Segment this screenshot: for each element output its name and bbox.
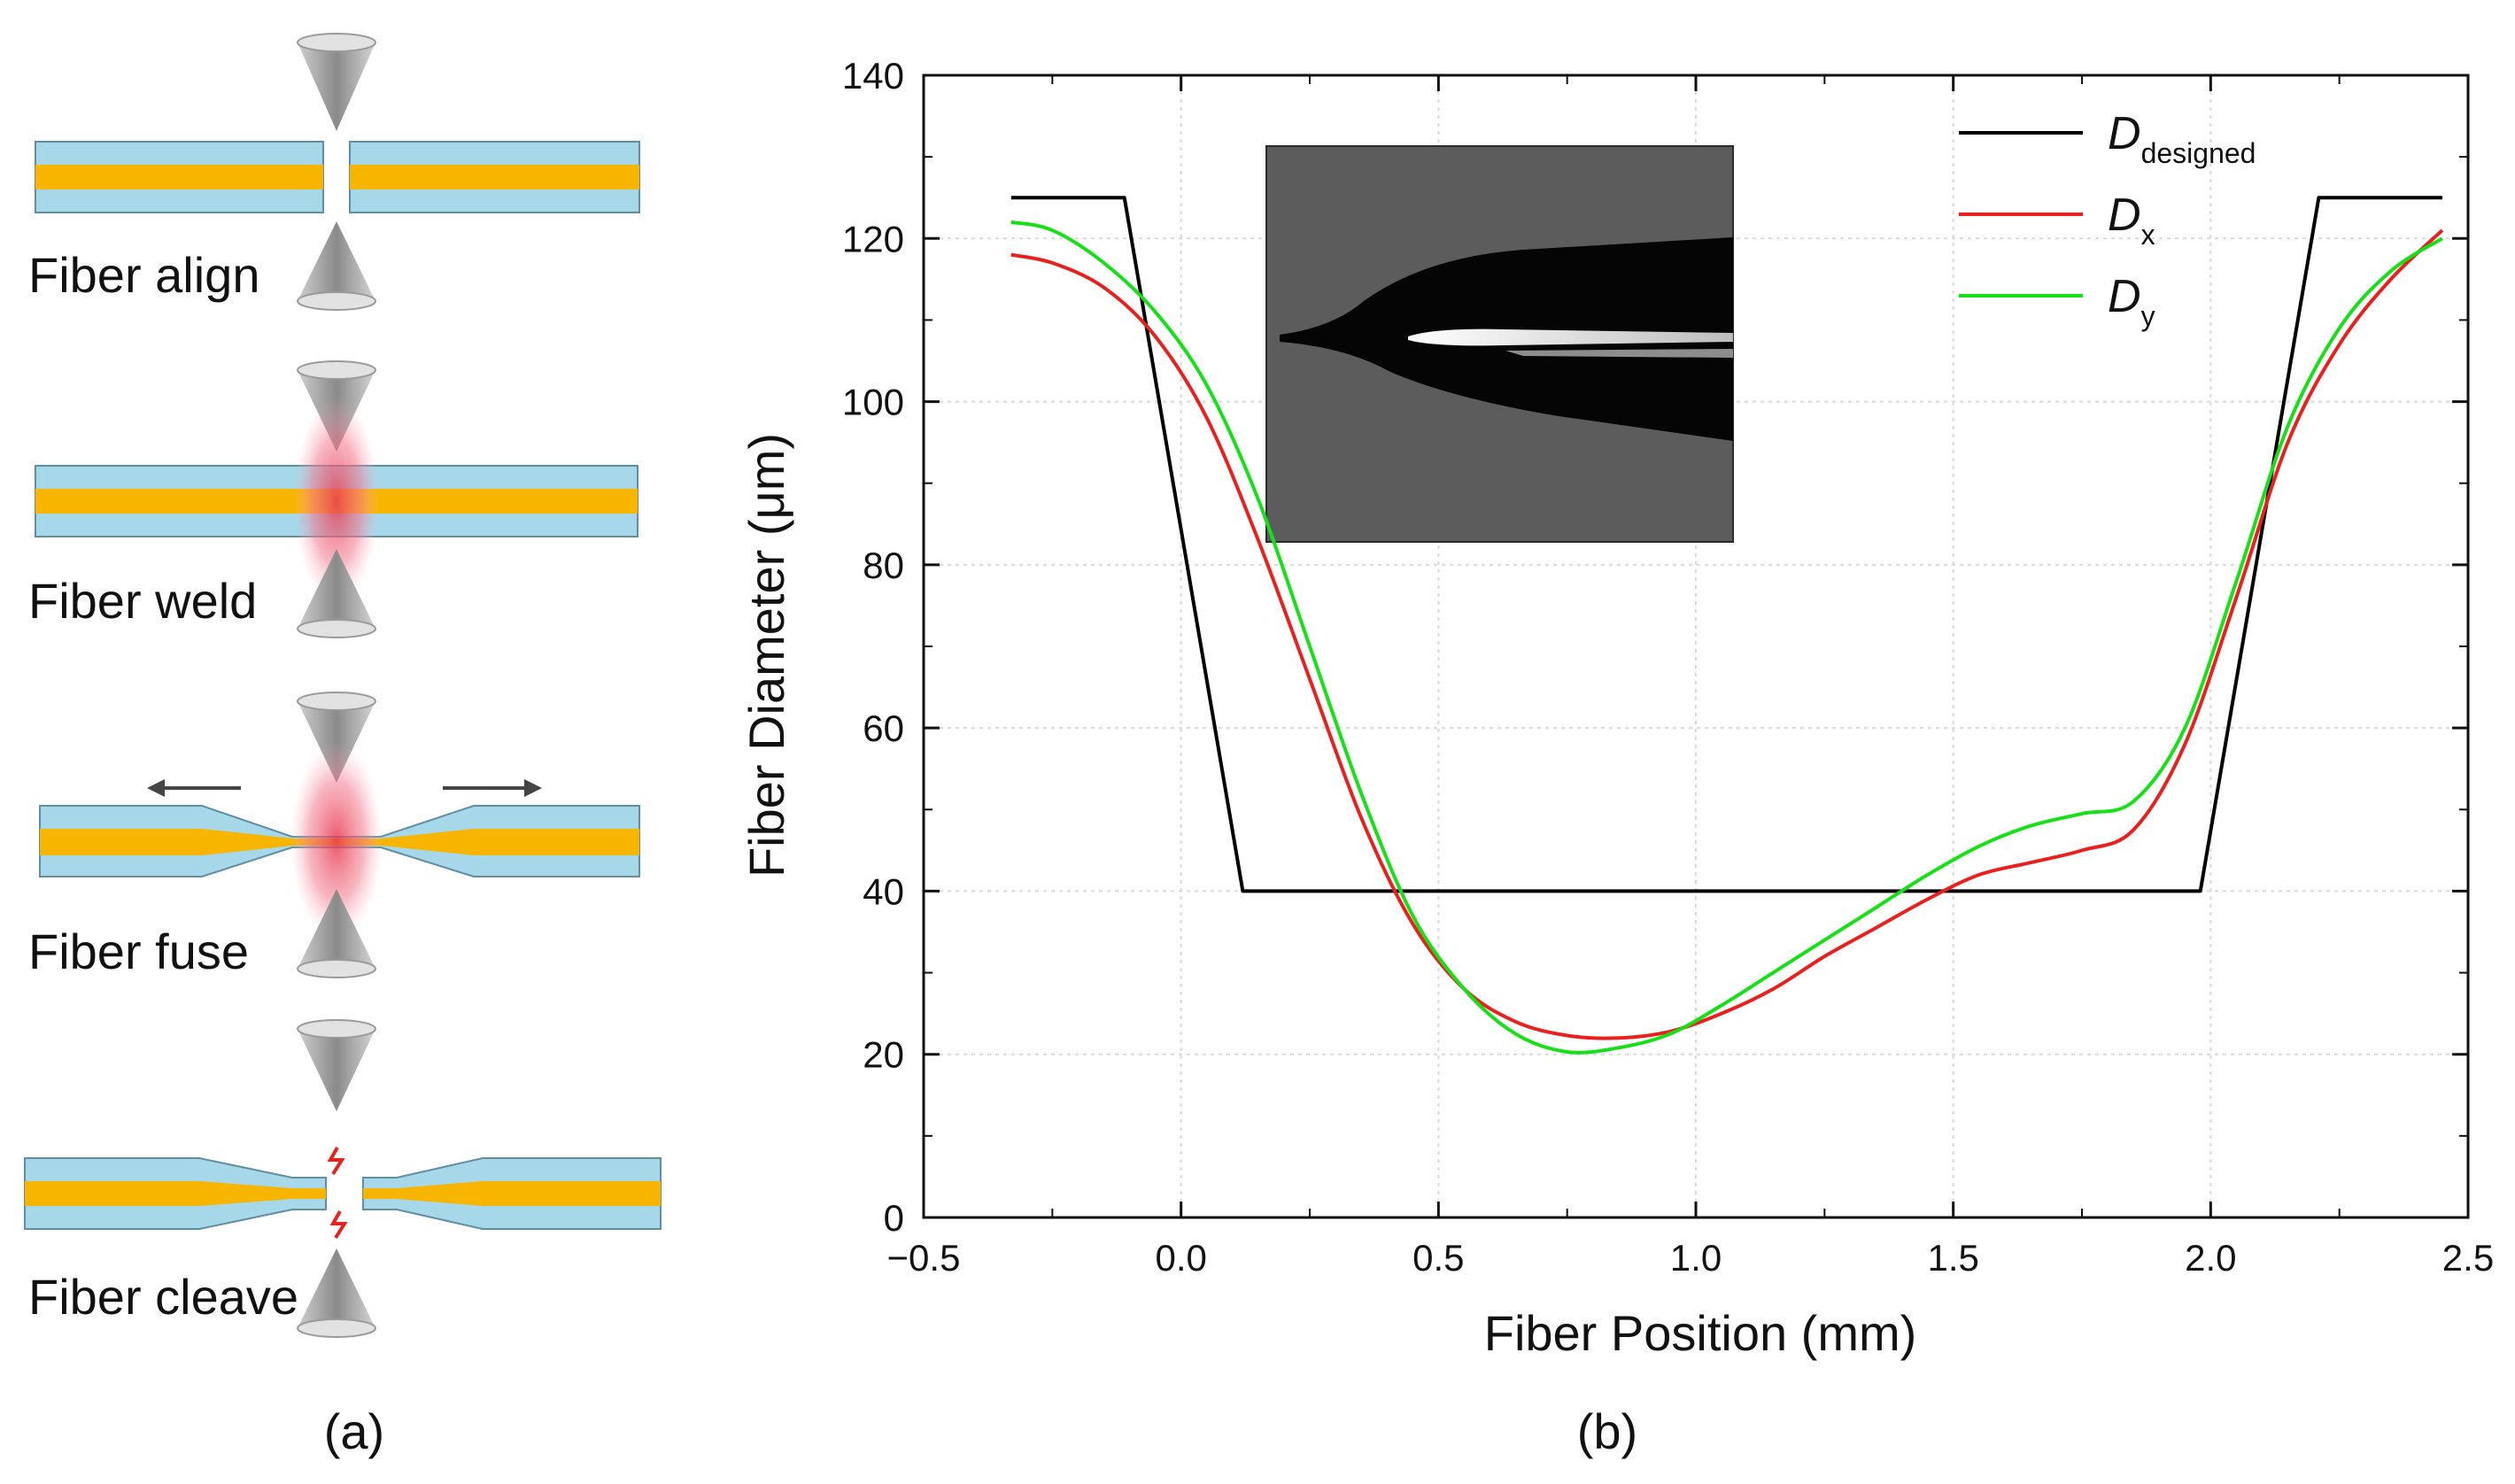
fiber-left-icon [35,141,324,213]
electrode-bottom-icon [298,549,375,629]
electrode-top-icon [298,43,375,131]
spark-icon [327,1147,345,1176]
x-tick-label: −0.5 [887,1237,961,1279]
panel-b-chart: −0.5 0.0 0.5 1.0 1.5 2.0 2.5 0 20 40 60 80 100 120 140… [739,55,2494,1459]
electrode-bottom-icon [298,221,375,301]
panel-label-b: (b) [1577,1403,1637,1459]
electrode-bottom-icon [298,889,375,969]
fiber-cleaved-left-icon [24,1157,327,1230]
step-label-fuse: Fiber fuse [28,924,249,979]
x-tick-label: 0.5 [1412,1237,1464,1279]
fiber-right-icon [349,141,640,213]
step-fiber-fuse: Fiber fuse [28,692,640,979]
fiber-cleaved-right-icon [362,1157,662,1230]
heat-zone-icon [294,397,379,606]
legend-label-x: Dx [2108,189,2155,251]
panel-a: Fiber align Fiber weld [24,33,662,1459]
legend-label-y: Dy [2108,271,2155,332]
panel-label-a: (a) [324,1403,384,1459]
series-line-designed [1010,196,2442,893]
y-tick-label: 100 [842,382,904,423]
x-tick-label: 2.5 [2442,1237,2494,1279]
y-tick-label: 0 [884,1197,904,1239]
legend-subscript-y: y [2141,300,2155,332]
step-fiber-align: Fiber align [28,33,640,311]
axes: −0.5 0.0 0.5 1.0 1.5 2.0 2.5 0 20 40 60 80 100 120 140 [842,55,2494,1279]
series-line-x [1010,228,2444,1040]
x-tick-label: 1.5 [1927,1237,1978,1279]
x-tick-label: 0.0 [1155,1237,1206,1279]
electrode-bottom-icon [298,1248,375,1328]
y-tick-label: 140 [842,55,904,97]
y-tick-label: 20 [863,1034,904,1076]
spark-icon [329,1210,348,1240]
heat-zone-icon [290,742,383,940]
y-tick-label: 120 [842,218,904,259]
legend-subscript-designed: designed [2141,137,2256,169]
x-tick-label: 2.0 [2185,1237,2236,1279]
step-fiber-weld: Fiber weld [28,360,638,638]
inset-micrograph [1265,145,1734,543]
electrode-top-icon [298,1029,375,1111]
arrow-right-icon [443,779,542,797]
arrow-left-icon [147,779,241,797]
step-fiber-cleave: Fiber cleave [24,1019,662,1338]
x-tick-label: 1.0 [1670,1237,1722,1279]
series-group [1010,196,2444,1055]
step-label-cleave: Fiber cleave [28,1269,298,1325]
series-line-y [1010,220,2443,1055]
legend-subscript-x: x [2141,219,2155,251]
y-tick-label: 40 [863,870,904,912]
step-label-align: Fiber align [28,247,259,303]
y-tick-label: 80 [863,545,904,586]
x-axis-label: Fiber Position (mm) [1484,1305,1917,1361]
legend-label-designed: Ddesigned [2108,108,2256,169]
step-label-weld: Fiber weld [28,573,257,629]
y-tick-label: 60 [863,707,904,749]
y-axis-label: Fiber Diameter (μm) [739,433,794,877]
